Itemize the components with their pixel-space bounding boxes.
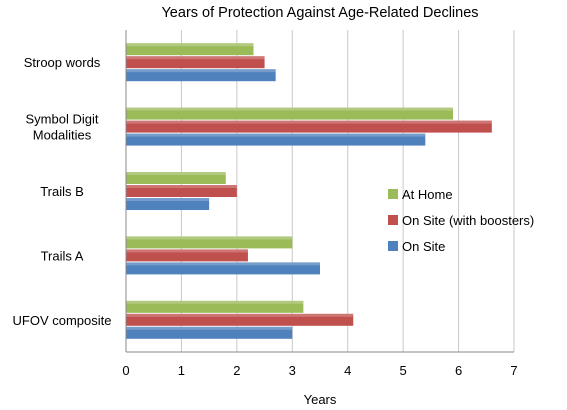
x-tick-label: 0: [122, 363, 129, 378]
category-label: Stroop words: [24, 55, 101, 70]
bar-highlight: [126, 326, 293, 330]
bar: [126, 172, 226, 184]
bar-highlight: [126, 198, 210, 201]
legend-label: On Site: [402, 239, 445, 254]
bar: [126, 236, 293, 249]
x-tick-labels: 0 1 2 3 4 5 6 7: [122, 363, 517, 378]
x-tick-label: 4: [344, 363, 351, 378]
bar-highlight: [126, 262, 320, 266]
bar-highlight: [126, 56, 265, 60]
bar-highlight: [126, 236, 293, 240]
legend-swatch: [388, 189, 398, 199]
bar-highlight: [126, 133, 426, 137]
bar: [126, 326, 293, 339]
category-label: Trails A: [41, 248, 84, 263]
legend-label: At Home: [402, 187, 453, 202]
chart-title: Years of Protection Against Age-Related …: [161, 5, 478, 21]
x-tick-label: 2: [233, 363, 240, 378]
gridlines: [180, 30, 515, 352]
bar-highlight: [126, 43, 254, 47]
bars: [126, 43, 492, 339]
bar-highlight: [126, 313, 354, 317]
legend-swatch: [388, 215, 398, 225]
category-label: UFOV composite: [13, 313, 112, 328]
bar: [126, 120, 492, 133]
bar: [126, 249, 248, 262]
bar: [126, 300, 304, 313]
x-tick-label: 3: [289, 363, 296, 378]
category-label: Symbol Digit: [26, 112, 99, 127]
x-tick-label: 5: [400, 363, 407, 378]
bar-highlight: [126, 249, 248, 253]
bar: [126, 185, 237, 197]
bar: [126, 133, 426, 146]
bar: [126, 262, 320, 275]
legend-label: On Site (with boosters): [402, 213, 534, 228]
bar: [126, 313, 354, 326]
bar: [126, 69, 276, 82]
x-tick-label: 6: [455, 363, 462, 378]
legend-swatch: [388, 241, 398, 251]
category-label: Trails B: [40, 184, 84, 199]
bar: [126, 198, 210, 210]
x-axis-label: Years: [304, 392, 337, 407]
bar-highlight: [126, 172, 226, 175]
legend: At Home On Site (with boosters) On Site: [388, 187, 534, 254]
bar: [126, 56, 265, 69]
category-label: Modalities: [33, 128, 92, 143]
x-tick-label: 1: [178, 363, 185, 378]
bar-highlight: [126, 185, 237, 188]
bar: [126, 107, 454, 120]
bar: [126, 43, 254, 56]
bar-highlight: [126, 120, 492, 124]
x-tick-label: 7: [510, 363, 517, 378]
bar-highlight: [126, 69, 276, 73]
bar-highlight: [126, 107, 454, 111]
bar-highlight: [126, 300, 304, 304]
